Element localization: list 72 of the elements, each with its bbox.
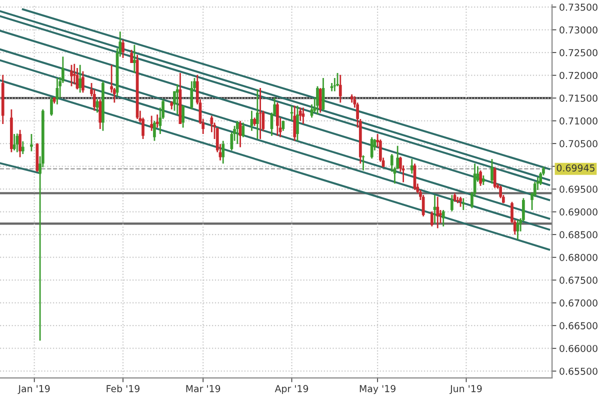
y-tick-label: 0.69500 <box>560 186 598 193</box>
y-tick-label: 0.66500 <box>560 322 598 330</box>
candlestick <box>318 87 322 114</box>
y-tick-label: 0.73000 <box>560 26 598 34</box>
x-tick-label: Apr '19 <box>274 385 308 394</box>
y-tick-label: 0.71500 <box>560 94 598 102</box>
y-tick-label: 0.67000 <box>560 299 598 307</box>
x-tick-label: Feb '19 <box>106 384 140 392</box>
candlestick <box>133 44 136 74</box>
candlestick <box>410 158 414 174</box>
y-tick-label: 0.67500 <box>560 276 598 284</box>
y-tick-label: 0.68500 <box>560 231 598 238</box>
candlestick <box>236 120 239 145</box>
candlestick <box>430 210 434 228</box>
candlestick <box>298 106 302 122</box>
candlestick <box>122 39 124 59</box>
candlestick <box>296 105 299 142</box>
y-tick-label: 0.72000 <box>560 72 598 80</box>
y-tick-label: 0.73500 <box>560 4 598 11</box>
candlestick <box>316 86 319 116</box>
candlestick <box>18 129 22 158</box>
candlestick <box>490 158 494 184</box>
candlestick <box>78 64 82 94</box>
candlestick <box>50 96 53 117</box>
ref-line-label: 0.69945 <box>556 164 594 172</box>
y-tick-label: 0.65500 <box>560 368 598 375</box>
candlestick <box>276 102 279 137</box>
candlestick <box>222 140 225 164</box>
candlestick <box>182 105 184 128</box>
candlestick <box>21 140 24 155</box>
candlestick <box>242 122 245 138</box>
y-tick-label: 0.69000 <box>560 208 598 216</box>
y-tick-label: 0.72500 <box>560 49 598 56</box>
x-tick-label: Jun '19 <box>450 385 482 394</box>
candlestick <box>98 98 102 130</box>
y-tick-label: 0.68000 <box>560 254 598 262</box>
candlestick <box>462 197 465 211</box>
candlestick <box>82 70 84 94</box>
candlestick <box>479 170 482 187</box>
candlestick <box>493 166 496 189</box>
y-tick-label: 0.66000 <box>560 344 598 352</box>
candlestick <box>16 132 19 153</box>
candlestick <box>336 72 339 87</box>
candlestick <box>516 219 520 240</box>
candlestick <box>442 209 445 228</box>
candlestick <box>72 63 76 86</box>
candlestick <box>422 194 425 218</box>
candlestick <box>156 114 159 128</box>
candlestick <box>190 80 194 110</box>
x-tick-label: Mar '19 <box>186 385 220 392</box>
candlestick <box>450 194 454 212</box>
y-tick-label: 0.70500 <box>560 140 598 148</box>
x-tick-label: Jan '19 <box>18 385 50 394</box>
candlestick <box>130 49 134 64</box>
candlestick <box>150 115 154 132</box>
candlestick <box>338 74 342 104</box>
candlestick <box>153 120 156 142</box>
candlestick <box>499 184 502 199</box>
candlestick <box>258 87 262 140</box>
candlestick <box>459 196 462 208</box>
x-tick-label: May '19 <box>360 385 396 394</box>
candlestick <box>436 196 440 229</box>
candlestick <box>30 133 33 152</box>
candlestick <box>290 105 294 122</box>
candlestick <box>70 64 73 87</box>
candlestick <box>482 174 485 186</box>
candlestick <box>176 84 179 116</box>
candlestick <box>250 110 254 132</box>
candlestick <box>293 105 296 142</box>
candlestick <box>256 88 259 140</box>
candlestick <box>370 136 374 160</box>
y-tick-label: 0.71000 <box>560 117 598 125</box>
